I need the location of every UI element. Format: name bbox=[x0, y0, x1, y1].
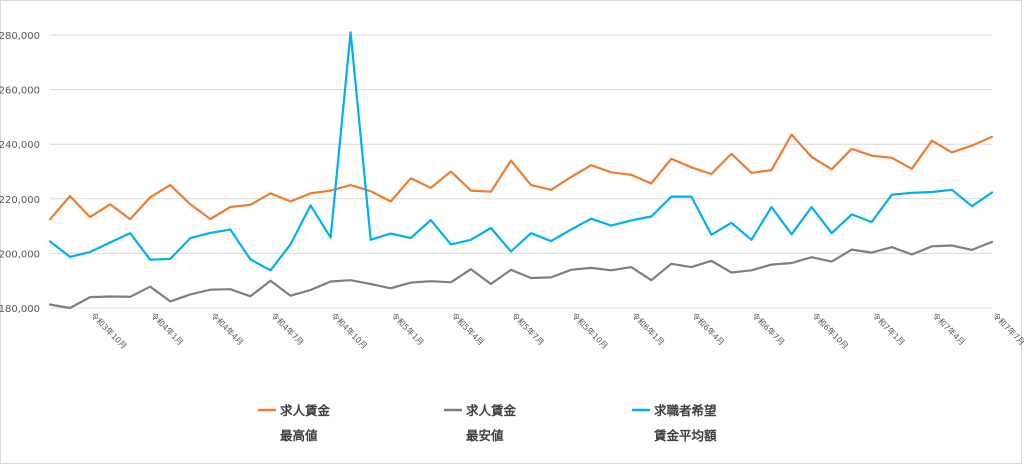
x-tick-label: 令和5年10月 bbox=[570, 310, 611, 351]
series-line-2 bbox=[48, 31, 994, 272]
x-tick-label: 令和3年10月 bbox=[89, 310, 130, 351]
x-tick-label: 令和5年4月 bbox=[449, 310, 486, 347]
x-tick-label: 令和4年4月 bbox=[209, 310, 246, 347]
series-line-1 bbox=[48, 240, 994, 310]
x-tick-label: 令和4年1月 bbox=[149, 310, 186, 347]
x-tick-label: 令和4年7月 bbox=[269, 310, 306, 347]
y-tick-label: 260,000 bbox=[0, 86, 40, 97]
x-tick-label: 令和7年7月 bbox=[991, 310, 1024, 347]
x-tick-label: 令和6年1月 bbox=[630, 310, 667, 347]
x-tick-label: 令和7年4月 bbox=[930, 310, 967, 347]
x-axis-ticks: 令和3年10月 令和4年1月 令和4年4月 令和4年7月 令和4年10月 令和5年1月 令和… bbox=[89, 310, 1024, 351]
legend-label: 最高値 bbox=[280, 428, 318, 443]
legend-label: 賃金平均額 bbox=[653, 428, 717, 443]
x-tick-label: 令和7年1月 bbox=[870, 310, 907, 347]
gridlines bbox=[50, 34, 992, 309]
legend-label: 求人賃金 bbox=[466, 403, 517, 418]
x-tick-label: 令和6年10月 bbox=[810, 310, 851, 351]
legend-label: 最安値 bbox=[466, 428, 504, 443]
y-axis-ticks: 180,000 200,000 220,000 240,000 260,000 280,0… bbox=[0, 31, 40, 315]
x-tick-label: 令和6年7月 bbox=[750, 310, 787, 347]
legend-label: 求職者希望 bbox=[654, 403, 717, 418]
y-tick-label: 220,000 bbox=[0, 195, 40, 206]
series-lines bbox=[48, 31, 994, 310]
x-tick-label: 令和6年4月 bbox=[690, 310, 727, 347]
legend-label: 求人賃金 bbox=[280, 403, 331, 418]
x-tick-label: 令和5年1月 bbox=[389, 310, 426, 347]
y-tick-label: 180,000 bbox=[0, 304, 40, 315]
x-tick-label: 令和5年7月 bbox=[510, 310, 547, 347]
x-tick-label: 令和4年10月 bbox=[329, 310, 370, 351]
y-tick-label: 280,000 bbox=[0, 31, 40, 42]
y-tick-label: 240,000 bbox=[0, 140, 40, 151]
series-line-0 bbox=[48, 133, 994, 221]
y-tick-label: 200,000 bbox=[0, 249, 40, 260]
